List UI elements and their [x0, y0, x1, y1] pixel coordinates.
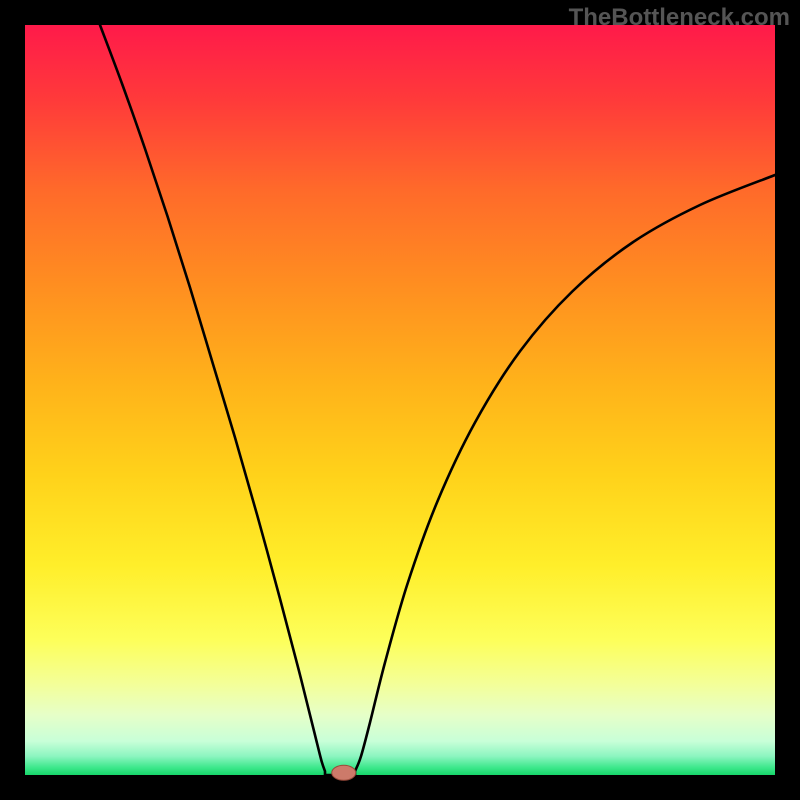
- chart-container: TheBottleneck.com: [0, 0, 800, 800]
- minimum-marker: [332, 765, 356, 780]
- bottleneck-chart: [0, 0, 800, 800]
- plot-background: [25, 25, 775, 775]
